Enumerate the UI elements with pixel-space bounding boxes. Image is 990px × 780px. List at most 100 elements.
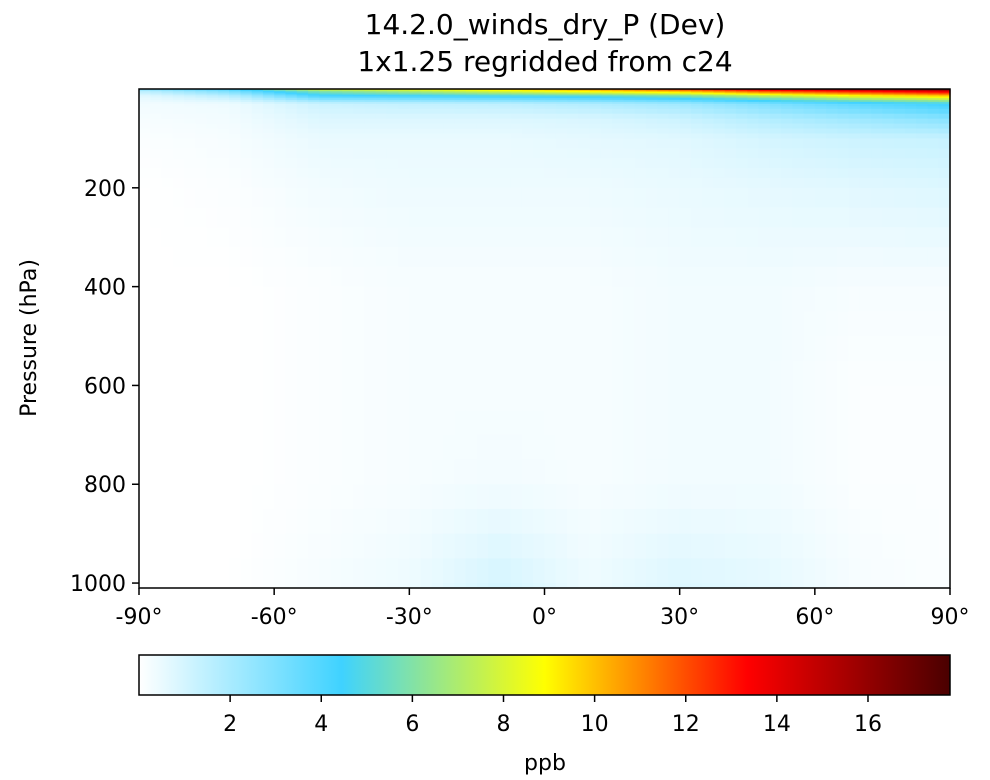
heatmap-cell	[904, 133, 917, 140]
heatmap-cell	[533, 385, 546, 411]
heatmap-cell	[307, 168, 320, 179]
heatmap-cell	[690, 583, 703, 589]
heatmap-cell	[488, 101, 501, 105]
heatmap-cell	[172, 91, 185, 94]
heatmap-cell	[848, 158, 861, 169]
heatmap-cell	[916, 558, 929, 584]
heatmap-cell	[792, 533, 805, 559]
heatmap-cell	[904, 118, 917, 125]
heatmap-cell	[443, 168, 455, 179]
heatmap-cell	[172, 247, 185, 268]
heatmap-cell	[533, 138, 546, 149]
heatmap-cell	[702, 459, 715, 485]
heatmap-cell	[837, 94, 850, 98]
heatmap-cell	[454, 336, 467, 362]
heatmap-cell	[848, 533, 861, 559]
heatmap-cell	[645, 89, 658, 91]
heatmap-cell	[454, 123, 467, 130]
heatmap-cell	[229, 410, 241, 436]
heatmap-cell	[364, 103, 377, 107]
heatmap-cell	[882, 94, 895, 98]
heatmap-cell	[814, 89, 827, 92]
heatmap-cell	[544, 484, 557, 510]
heatmap-cell	[307, 113, 320, 120]
heatmap-cell	[521, 148, 534, 159]
heatmap-cell	[781, 583, 793, 589]
heatmap-cell	[330, 459, 343, 485]
heatmap-cell	[341, 89, 354, 92]
heatmap-cell	[612, 133, 624, 140]
heatmap-cell	[567, 91, 579, 94]
heatmap-cell	[409, 558, 422, 584]
heatmap-cell	[645, 207, 658, 228]
heatmap-cell	[431, 168, 444, 179]
heatmap-cell	[398, 533, 410, 559]
heatmap-cell	[645, 92, 658, 95]
heatmap-cell	[161, 360, 174, 387]
heatmap-cell	[837, 336, 850, 362]
heatmap-cell	[589, 484, 602, 510]
heatmap-cell	[409, 94, 422, 98]
heatmap-cell	[735, 177, 748, 189]
heatmap-cell	[769, 168, 782, 179]
heatmap-cell	[938, 410, 951, 436]
heatmap-cell	[645, 168, 658, 179]
heatmap-cell	[859, 207, 872, 228]
heatmap-cell	[341, 187, 354, 209]
heatmap-cell	[443, 138, 455, 149]
heatmap-cell	[139, 410, 151, 436]
heatmap-cell	[893, 99, 906, 103]
heatmap-cell	[747, 410, 760, 436]
heatmap-cell	[262, 508, 275, 535]
heatmap-cell	[443, 410, 455, 436]
heatmap-cell	[217, 92, 230, 95]
heatmap-cell	[285, 410, 298, 436]
heatmap-cell	[848, 508, 861, 535]
heatmap-cell	[567, 227, 579, 248]
heatmap-cell	[657, 108, 669, 115]
heatmap-cell	[893, 168, 906, 179]
heatmap-cell	[499, 123, 512, 130]
heatmap-cell	[803, 101, 816, 105]
heatmap-cell	[859, 96, 872, 99]
heatmap-cell	[161, 118, 174, 125]
heatmap-cell	[420, 385, 433, 411]
heatmap-cell	[555, 92, 568, 95]
heatmap-cell	[533, 91, 546, 94]
heatmap-cell	[364, 360, 377, 387]
heatmap-cell	[330, 158, 343, 169]
heatmap-cell	[375, 410, 388, 436]
heatmap-cell	[769, 558, 782, 584]
heatmap-cell	[353, 158, 365, 169]
heatmap-cell	[826, 484, 838, 510]
heatmap-cell	[792, 227, 805, 248]
heatmap-cell	[161, 558, 174, 584]
heatmap-cell	[206, 385, 219, 411]
heatmap-cell	[713, 94, 726, 98]
heatmap-cell	[443, 89, 455, 92]
heatmap-cell	[792, 108, 805, 115]
heatmap-cell	[848, 128, 861, 135]
heatmap-cell	[679, 533, 692, 559]
heatmap-cell	[251, 434, 264, 461]
heatmap-cell	[274, 410, 287, 436]
heatmap-cell	[758, 207, 771, 228]
heatmap-cell	[150, 101, 163, 105]
heatmap-cell	[398, 385, 410, 411]
heatmap-cell	[319, 286, 332, 312]
heatmap-cell	[172, 484, 185, 510]
heatmap-cell	[769, 123, 782, 130]
heatmap-cell	[735, 207, 748, 228]
heatmap-cell	[826, 286, 838, 312]
heatmap-cell	[578, 90, 591, 93]
heatmap-cell	[555, 247, 568, 268]
heatmap-cell	[217, 168, 230, 179]
x-tick-label: 90°	[931, 605, 970, 630]
heatmap-cell	[285, 311, 298, 337]
heatmap-cell	[623, 94, 636, 98]
heatmap-cell	[217, 227, 230, 248]
heatmap-cell	[398, 227, 410, 248]
heatmap-cell	[600, 385, 613, 411]
heatmap-cell	[353, 583, 365, 589]
heatmap-cell	[364, 177, 377, 189]
